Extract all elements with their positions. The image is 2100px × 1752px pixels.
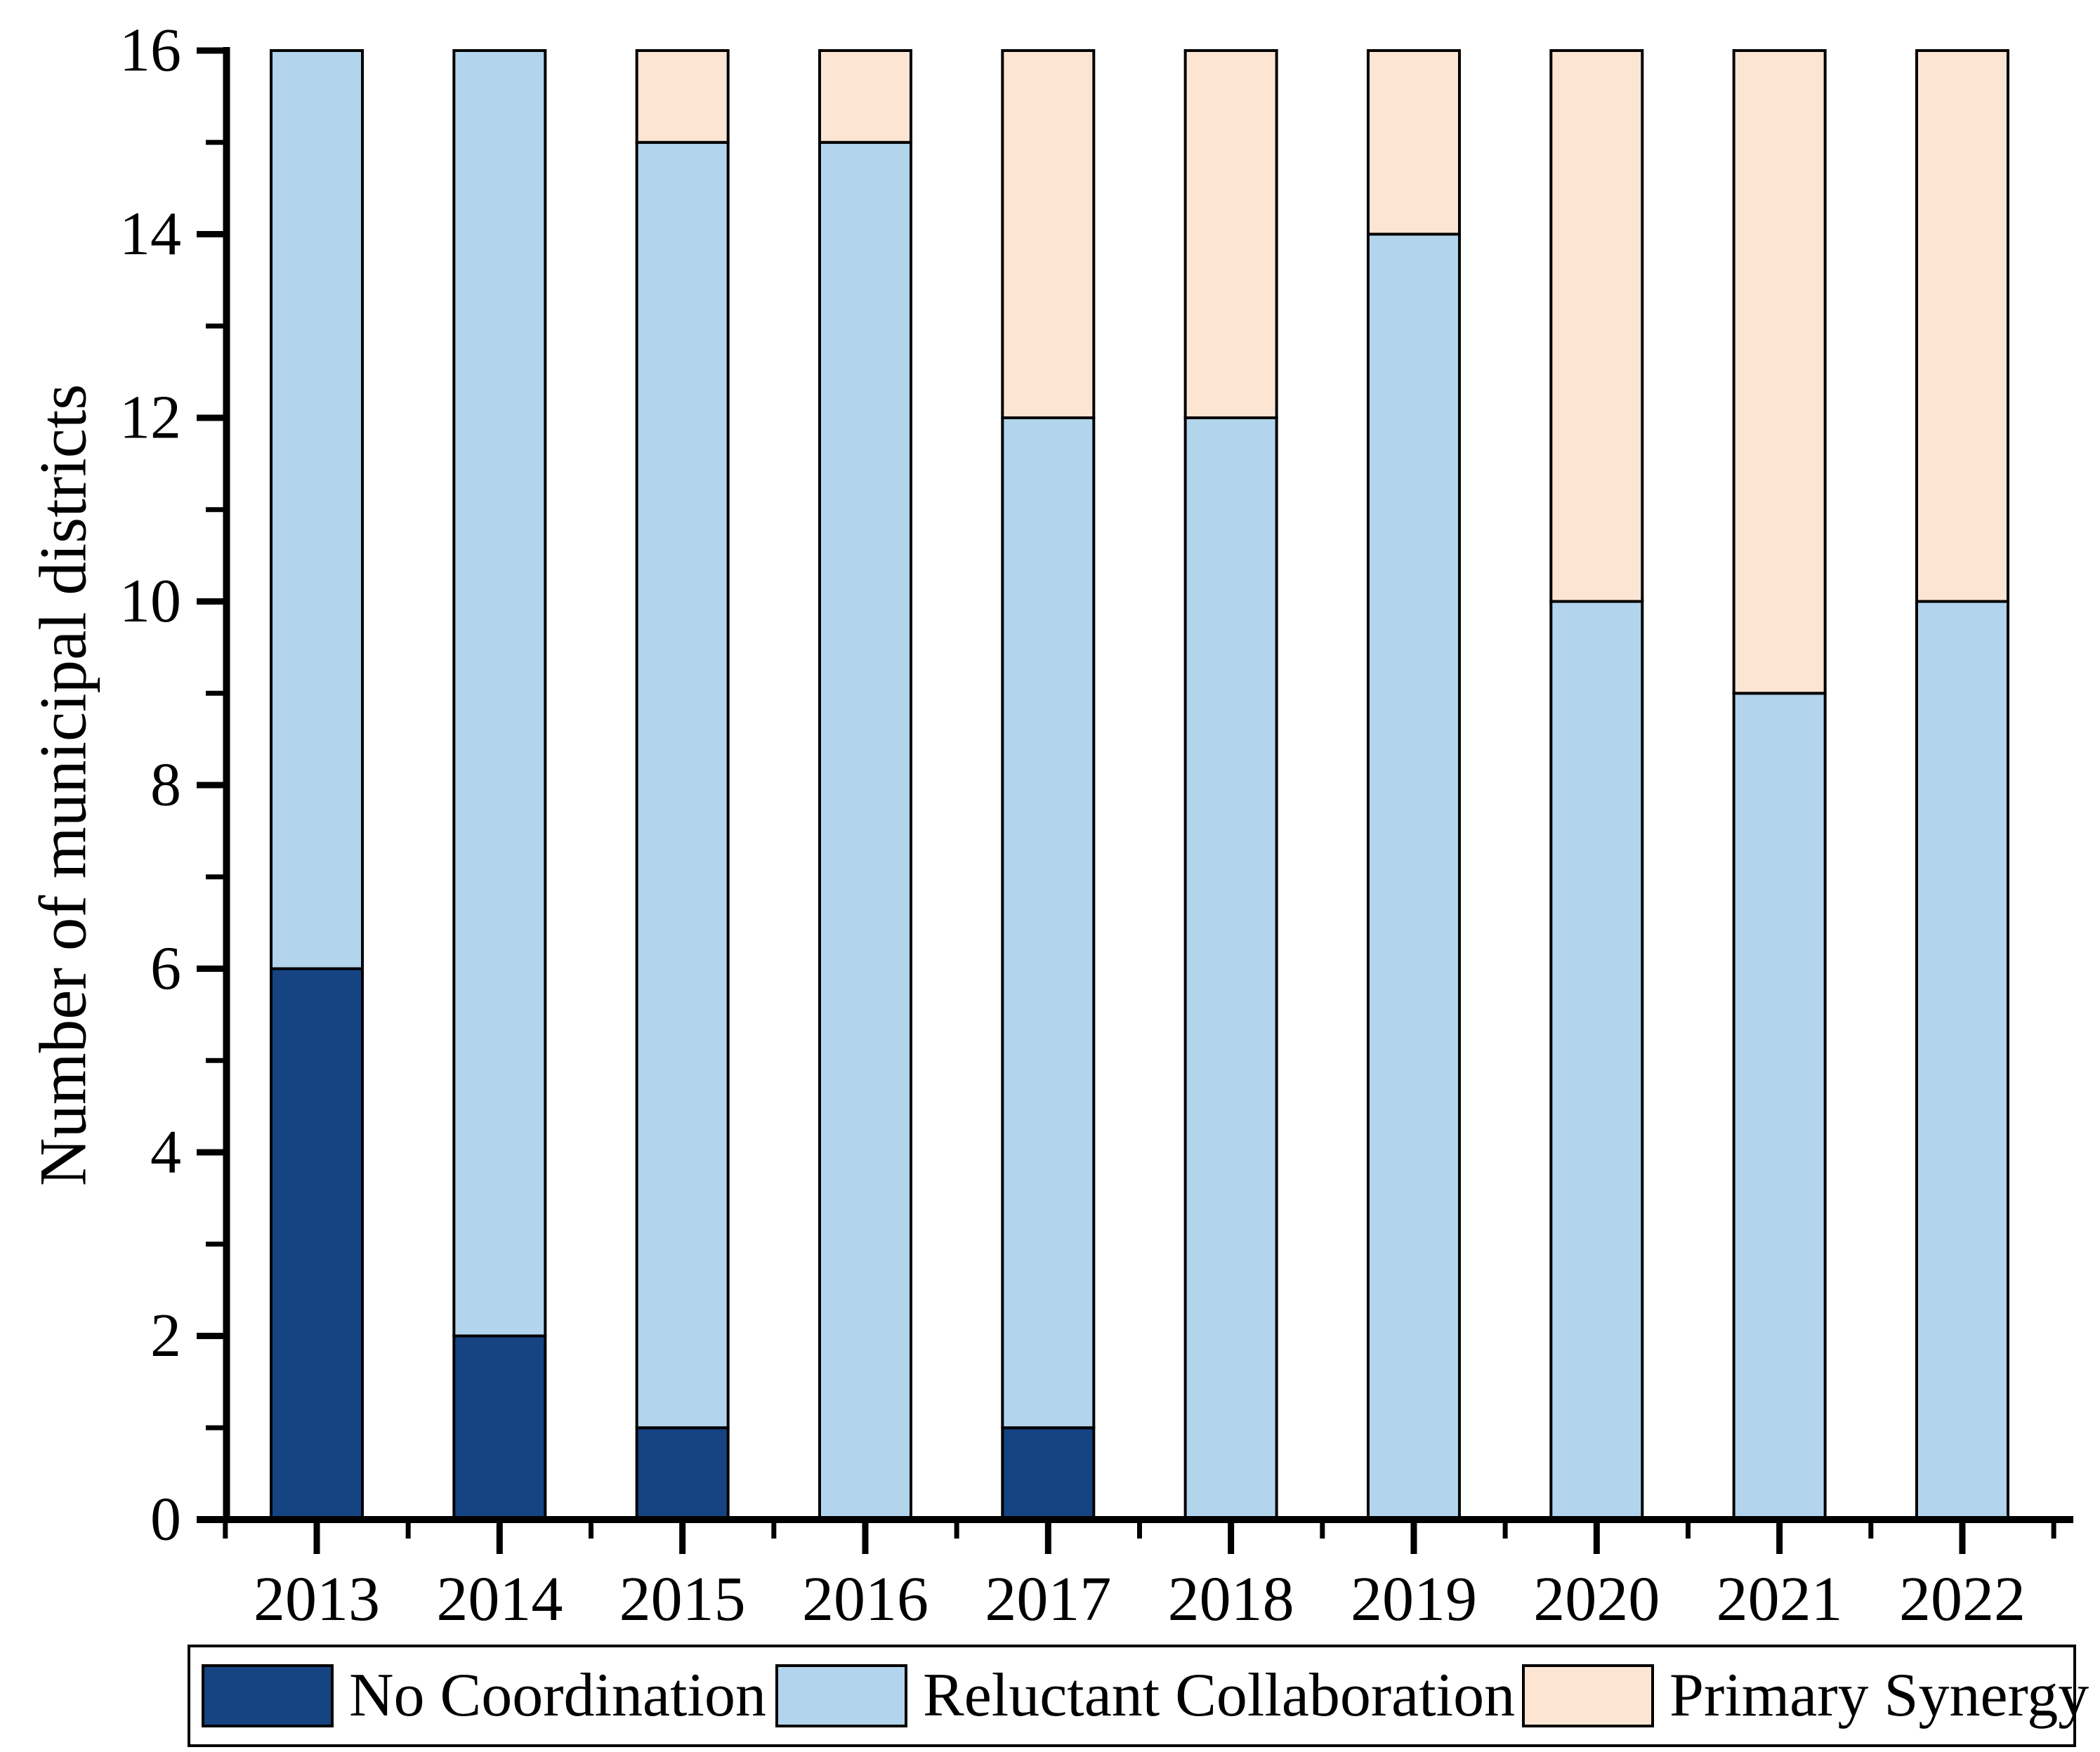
y-tick-label: 16	[119, 17, 181, 85]
y-tick-label: 2	[150, 1302, 181, 1370]
bar-segment-2017-s0	[1001, 1426, 1096, 1521]
y-tick-label: 0	[150, 1486, 181, 1554]
x-tick-label: 2021	[1717, 1565, 1843, 1634]
bar-segment-2015-s0	[635, 1426, 730, 1521]
y-axis-title: Number of municipal districts	[25, 383, 100, 1187]
x-tick-label: 2017	[985, 1565, 1111, 1634]
bar-segment-2019-s1	[1366, 232, 1461, 1521]
bar-segment-2013-s1	[270, 49, 364, 970]
y-tick-label: 10	[119, 567, 181, 635]
bar-segment-2016-s1	[818, 140, 912, 1521]
bar-segment-2013-s0	[270, 967, 364, 1521]
bar-segment-2018-s1	[1183, 416, 1278, 1521]
legend-label-no-coordination: No Coordination	[349, 1661, 766, 1730]
bar-segment-2019-s2	[1366, 49, 1461, 236]
bar-segment-2016-s2	[818, 49, 912, 144]
x-tick-label: 2013	[254, 1565, 380, 1634]
bar-segment-2017-s1	[1001, 416, 1096, 1430]
y-tick-label: 14	[119, 200, 181, 268]
bar-segment-2015-s1	[635, 140, 730, 1430]
legend-item-no-coordination: No Coordination	[202, 1647, 766, 1744]
x-tick-label: 2014	[436, 1565, 563, 1634]
x-tick-label: 2019	[1351, 1565, 1477, 1634]
legend-label-primary-synergy: Primary Synergy	[1669, 1661, 2089, 1730]
x-tick-label: 2020	[1533, 1565, 1660, 1634]
bar-segment-2020-s2	[1549, 49, 1644, 603]
y-tick-label: 12	[119, 384, 181, 452]
bar-segment-2014-s0	[452, 1334, 547, 1521]
legend-item-reluctant-collaboration: Reluctant Collaboration	[775, 1647, 1515, 1744]
x-tick-label: 2016	[802, 1565, 928, 1634]
bar-segment-2017-s2	[1001, 49, 1096, 419]
legend: No Coordination Reluctant Collaboration …	[188, 1645, 2089, 1747]
bar-segment-2015-s2	[635, 49, 730, 144]
bar-segment-2021-s2	[1732, 49, 1827, 695]
x-tick-label: 2022	[1899, 1565, 2026, 1634]
bar-segment-2022-s2	[1915, 49, 2009, 603]
y-tick-label: 4	[150, 1119, 181, 1187]
bar-segment-2021-s1	[1732, 692, 1827, 1521]
y-tick-label: 8	[150, 751, 181, 819]
legend-label-reluctant-collaboration: Reluctant Collaboration	[923, 1661, 1516, 1730]
bar-segment-2014-s1	[452, 49, 547, 1338]
x-tick-label: 2015	[619, 1565, 746, 1634]
bar-segment-2018-s2	[1183, 49, 1278, 419]
legend-swatch-primary-synergy	[1522, 1664, 1654, 1727]
bar-segment-2020-s1	[1549, 600, 1644, 1521]
y-tick-label: 6	[150, 935, 181, 1003]
x-tick-label: 2018	[1168, 1565, 1294, 1634]
legend-swatch-reluctant-collaboration	[775, 1664, 907, 1727]
legend-swatch-no-coordination	[202, 1664, 334, 1727]
legend-item-primary-synergy: Primary Synergy	[1522, 1647, 2089, 1744]
bar-segment-2022-s1	[1915, 600, 2009, 1521]
